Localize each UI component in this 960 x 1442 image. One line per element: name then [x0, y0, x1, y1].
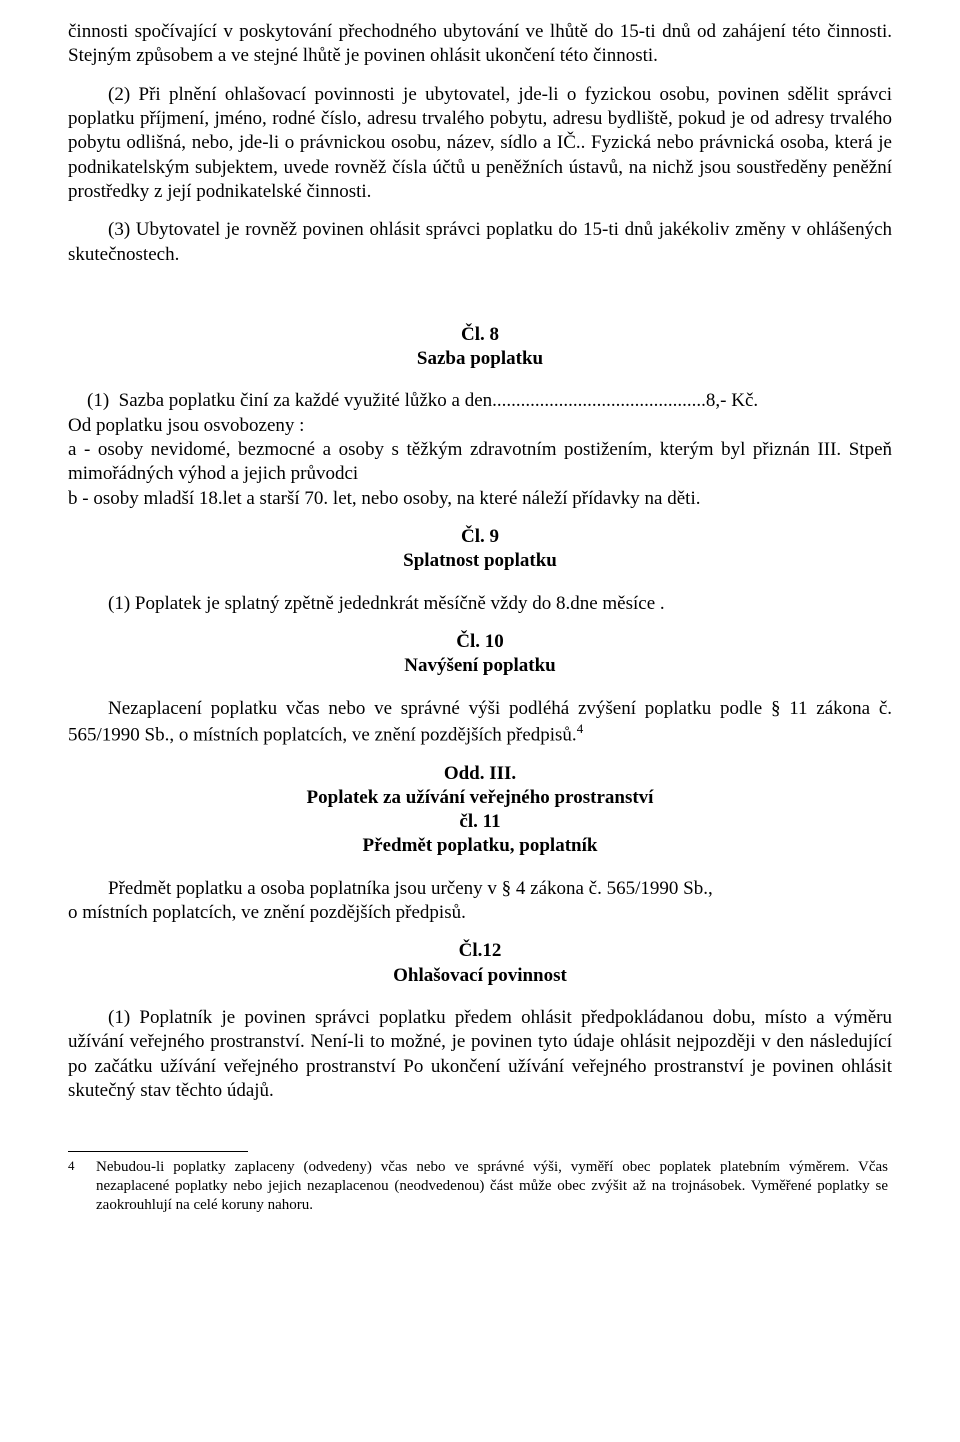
paragraph-intro-1: činnosti spočívající v poskytování přech… — [68, 20, 892, 69]
cl9-number: Čl. 9 — [68, 525, 892, 549]
cl10-line-1: Nezaplacení poplatku včas nebo ve správn… — [68, 697, 892, 748]
cl9-title: Splatnost poplatku — [68, 549, 892, 573]
footnote-separator — [68, 1151, 248, 1152]
odd3-title: Poplatek za užívání veřejného prostranst… — [68, 786, 892, 810]
cl12-title: Ohlašovací povinnost — [68, 964, 892, 988]
cl8-line-3: a - osoby nevidomé, bezmocné a osoby s t… — [68, 438, 892, 487]
paragraph-intro-2: (2) Při plnění ohlašovací povinnosti je … — [68, 83, 892, 205]
footnote-4: 4Nebudou-li poplatky zaplaceny (odvedeny… — [68, 1158, 892, 1214]
cl12-line-1: (1) Poplatník je povinen správci poplatk… — [68, 1006, 892, 1103]
cl11-title: Předmět poplatku, poplatník — [68, 834, 892, 858]
cl9-line-1: (1) Poplatek je splatný zpětně jedednkrá… — [68, 592, 892, 616]
cl10-text: Nezaplacení poplatku včas nebo ve správn… — [68, 698, 892, 746]
cl11-line-2: o místních poplatcích, ve znění pozdější… — [68, 901, 892, 925]
cl10-title: Navýšení poplatku — [68, 654, 892, 678]
footnote-ref-4: 4 — [577, 721, 584, 736]
footnote-4-marker: 4 — [68, 1158, 96, 1174]
cl12-number: Čl.12 — [68, 939, 892, 963]
cl8-line-4: b - osoby mladší 18.let a starší 70. let… — [68, 487, 892, 511]
odd3-label: Odd. III. — [68, 762, 892, 786]
cl11-number: čl. 11 — [68, 810, 892, 834]
cl8-number: Čl. 8 — [68, 323, 892, 347]
cl8-line-1: (1) Sazba poplatku činí za každé využité… — [68, 389, 892, 413]
cl8-title: Sazba poplatku — [68, 347, 892, 371]
cl11-line-1: Předmět poplatku a osoba poplatníka jsou… — [68, 877, 892, 901]
cl8-line-2: Od poplatku jsou osvobozeny : — [68, 414, 892, 438]
cl10-number: Čl. 10 — [68, 630, 892, 654]
paragraph-intro-3: (3) Ubytovatel je rovněž povinen ohlásit… — [68, 218, 892, 267]
footnote-4-text: Nebudou-li poplatky zaplaceny (odvedeny)… — [96, 1158, 888, 1214]
